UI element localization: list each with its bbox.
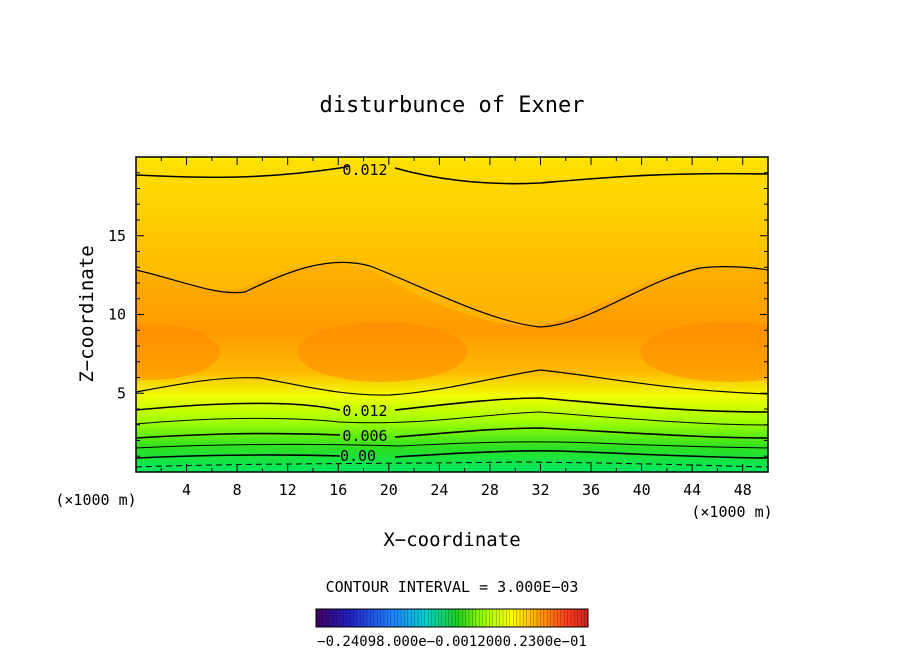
- x-tick-label: 8: [233, 481, 242, 499]
- x-axis-title: X−coordinate: [383, 529, 520, 551]
- x-tick-label: 24: [430, 481, 448, 499]
- contour-line-000: [136, 454, 341, 459]
- y-tick-label: 5: [117, 384, 126, 402]
- contour-line-006-right: [394, 427, 768, 439]
- max-region-center: [297, 322, 467, 382]
- colorbar-ticks: [315, 609, 589, 627]
- chart-title: disturbunce of Exner: [320, 93, 585, 118]
- contour-line-012-right: [394, 397, 768, 413]
- y-axis: 5 10 15: [108, 156, 768, 473]
- plot-area: [136, 157, 768, 472]
- x-unit-label-right: (×1000 m): [691, 503, 772, 521]
- contour-line-012: [136, 402, 341, 411]
- y-tick-label: 10: [108, 306, 126, 324]
- contour-line-009: [136, 411, 768, 426]
- x-tick-label: 4: [182, 481, 191, 499]
- contour-line-top-right: [394, 167, 768, 185]
- contour-line-lower: [136, 369, 768, 396]
- x-tick-label: 48: [734, 481, 752, 499]
- contour-label-top: 0.012: [342, 161, 387, 179]
- x-tick-label: 40: [633, 481, 651, 499]
- contour-label-006: 0.006: [342, 427, 387, 445]
- contour-label-000: 0.00: [340, 447, 376, 465]
- x-axis: 4 8 12 16 20 24 28 32 36 40 44 48: [135, 157, 769, 499]
- x-unit-label-left: (×1000 m): [55, 491, 136, 509]
- x-tick-label: 32: [531, 481, 549, 499]
- contour-line-006: [136, 432, 341, 439]
- upper-region-fill: [136, 160, 768, 326]
- y-axis-title: Z−coordinate: [76, 245, 98, 382]
- contour-interval-text: CONTOUR INTERVAL = 3.000E−03: [326, 578, 579, 596]
- field-background: [136, 157, 768, 472]
- x-tick-label: 12: [279, 481, 297, 499]
- contour-label-012: 0.012: [342, 402, 387, 420]
- x-tick-label: 16: [329, 481, 347, 499]
- x-tick-label: 28: [481, 481, 499, 499]
- contour-line-003: [136, 441, 768, 449]
- contour-line-top: [136, 165, 351, 179]
- max-region-right: [640, 322, 768, 382]
- x-tick-label: 20: [380, 481, 398, 499]
- max-region-left: [136, 324, 220, 380]
- contour-line-000-right: [394, 449, 768, 459]
- x-tick-label: 44: [683, 481, 701, 499]
- contour-line-upper: [136, 261, 768, 328]
- colorbar-labels: −0.24098.000e−0.0012000.2300e−01: [317, 634, 587, 650]
- x-tick-label: 36: [582, 481, 600, 499]
- y-tick-label: 15: [108, 227, 126, 245]
